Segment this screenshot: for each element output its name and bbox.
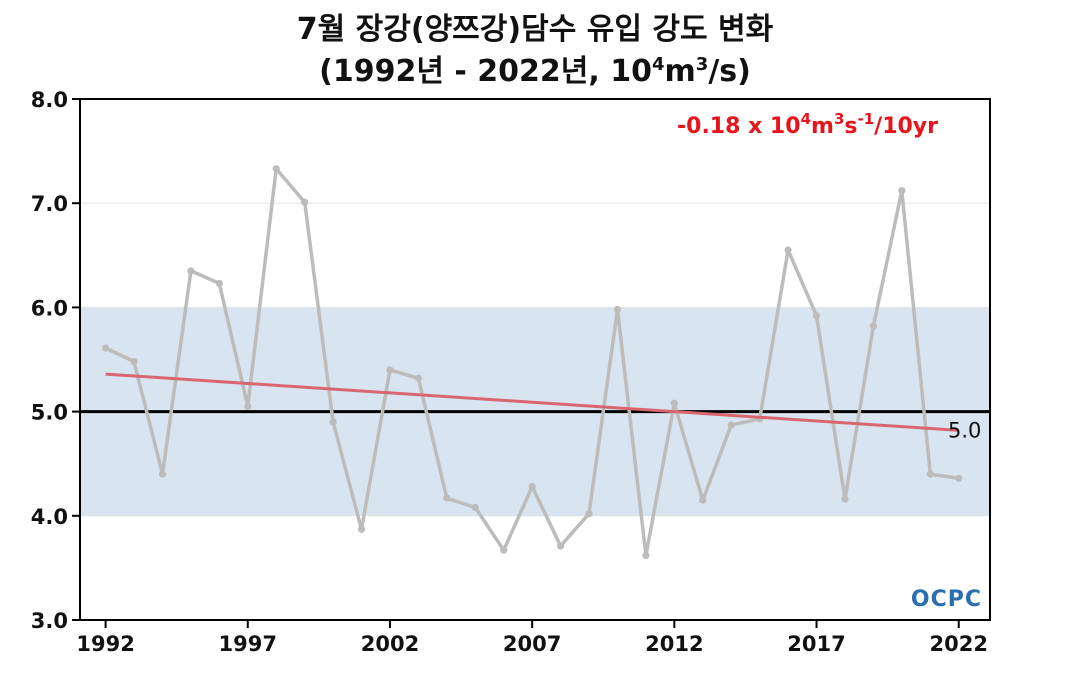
data-point bbox=[386, 366, 394, 374]
subtitle-sup-1: 4 bbox=[651, 54, 665, 75]
data-point bbox=[414, 374, 423, 382]
data-point bbox=[642, 551, 650, 559]
subtitle-prefix: (1992년 - 2022년, 10 bbox=[319, 54, 652, 89]
chart-subtitle: (1992년 - 2022년, 104m3/s) bbox=[0, 46, 1070, 90]
data-point bbox=[556, 542, 565, 550]
trend-label-m: m bbox=[811, 114, 834, 139]
data-point bbox=[841, 495, 849, 503]
ocpc-logo: OCPC bbox=[911, 587, 982, 612]
data-point bbox=[158, 470, 167, 478]
data-point bbox=[898, 187, 906, 195]
plot-frame bbox=[79, 98, 991, 621]
trend-annotation: -0.18 x 104m3s-1/10yr bbox=[677, 110, 938, 139]
data-point bbox=[272, 165, 280, 173]
y-tick-label: 4.0 bbox=[31, 505, 68, 529]
data-point bbox=[812, 312, 821, 320]
axis-ticks: 3.0 4.0 5.0 6.0 7.0 8.0 1992 1997 2002 2007 2012 20… bbox=[31, 88, 988, 656]
x-tick-label: 2007 bbox=[503, 632, 561, 656]
data-point bbox=[869, 322, 878, 330]
y-tick-label: 6.0 bbox=[31, 296, 68, 320]
subtitle-suffix: /s) bbox=[708, 54, 751, 89]
x-tick-label: 2002 bbox=[361, 632, 419, 656]
data-point bbox=[187, 267, 195, 275]
x-tick-label: 1997 bbox=[219, 632, 277, 656]
x-tick-label: 2017 bbox=[787, 632, 845, 656]
data-point bbox=[130, 357, 138, 366]
x-tick-label: 1992 bbox=[76, 632, 134, 656]
chart-title: 7월 장강(양쯔강)담수 유입 강도 변화 bbox=[296, 12, 774, 47]
data-point bbox=[670, 399, 678, 407]
data-point bbox=[244, 402, 252, 410]
data-point bbox=[528, 483, 536, 491]
trend-label-end: /10yr bbox=[874, 114, 938, 139]
data-point bbox=[471, 503, 479, 512]
data-point bbox=[329, 418, 337, 426]
reference-line-label: 5.0 bbox=[948, 419, 981, 443]
trend-label-s: s bbox=[844, 114, 857, 139]
trend-label-sup2: 3 bbox=[834, 110, 844, 128]
data-point bbox=[784, 246, 792, 254]
subtitle-sup-2: 3 bbox=[695, 54, 709, 75]
trend-label-sup3: -1 bbox=[857, 110, 874, 128]
data-point bbox=[443, 494, 451, 502]
trend-line bbox=[105, 372, 959, 432]
y-tick-label: 8.0 bbox=[31, 88, 68, 112]
data-point bbox=[585, 510, 593, 518]
y-tick-label: 7.0 bbox=[31, 192, 68, 216]
data-series bbox=[101, 165, 963, 559]
y-tick-label: 3.0 bbox=[31, 609, 68, 633]
x-tick-label: 2012 bbox=[645, 632, 703, 656]
data-point bbox=[613, 305, 622, 314]
trend-label-value: -0.18 x 10 bbox=[677, 114, 801, 139]
data-point bbox=[101, 344, 110, 352]
data-point bbox=[215, 279, 223, 288]
data-point bbox=[301, 198, 309, 206]
data-point bbox=[699, 496, 707, 504]
data-point bbox=[727, 421, 735, 429]
data-point bbox=[926, 470, 934, 478]
x-tick-label: 2022 bbox=[929, 632, 987, 656]
trend-label-sup1: 4 bbox=[801, 110, 811, 128]
data-point bbox=[500, 546, 508, 554]
data-point bbox=[955, 474, 963, 482]
data-point bbox=[357, 525, 366, 533]
y-tick-label: 5.0 bbox=[31, 401, 68, 425]
subtitle-mid: m bbox=[664, 54, 696, 89]
